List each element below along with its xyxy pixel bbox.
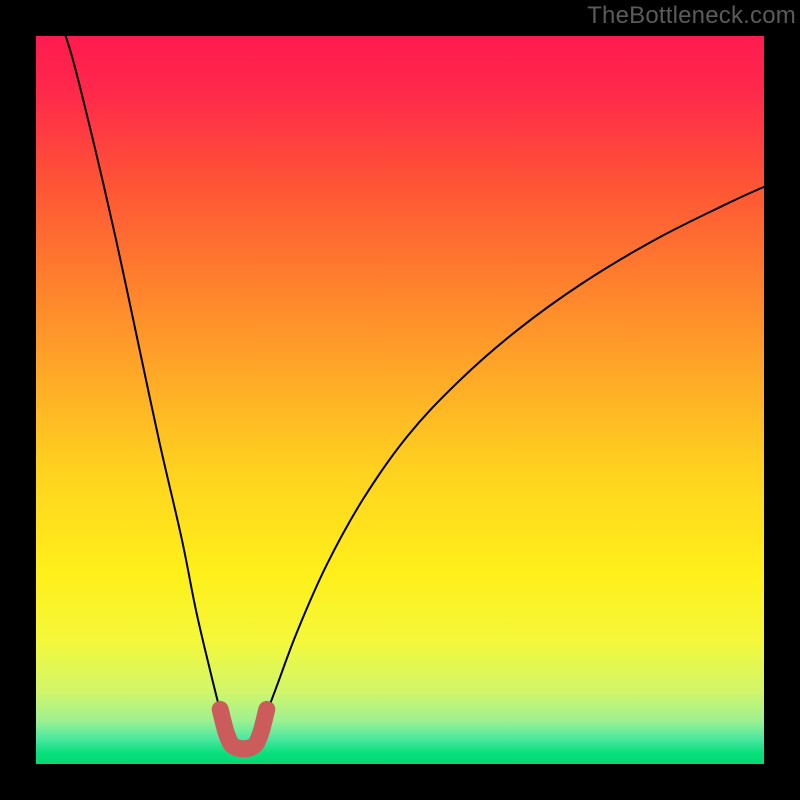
bottleneck-chart-svg [0,0,800,800]
plot-gradient-background [36,36,764,764]
chart-stage: TheBottleneck.com [0,0,800,800]
watermark-text: TheBottleneck.com [587,2,796,30]
